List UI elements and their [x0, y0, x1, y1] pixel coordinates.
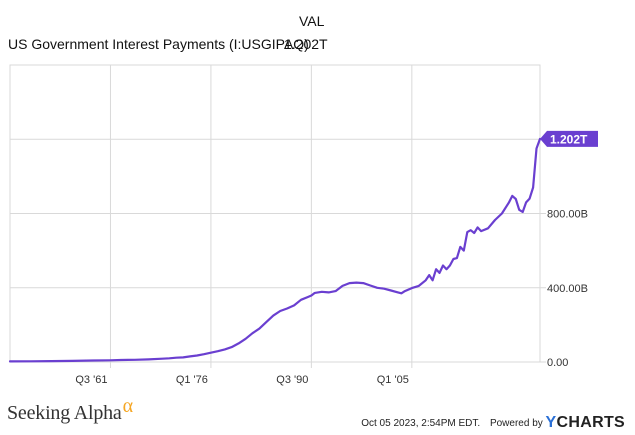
last-value-tag-text: 1.202T: [550, 132, 588, 146]
powered-by-label: Powered by: [489, 418, 543, 429]
alpha-icon: α: [122, 395, 133, 417]
chart-footer: Oct 05 2023, 2:54PM EDT. Powered by YCHA…: [361, 414, 625, 432]
x-tick-label: Q3 '61: [75, 374, 107, 386]
ycharts-y-icon: Y: [545, 414, 557, 431]
grid-layer: [9, 64, 546, 368]
seeking-alpha-wordmark: Seeking Alpha: [7, 402, 122, 424]
last-value-tag: 1.202T: [540, 130, 598, 147]
header-val-label: VAL: [299, 13, 325, 29]
series-name: US Government Interest Payments (I:USGIP…: [8, 36, 309, 52]
y-tick-label: 400.00B: [547, 283, 588, 295]
series-current-value: 1.202T: [284, 36, 328, 52]
timestamp: Oct 05 2023, 2:54PM EDT.: [361, 418, 481, 429]
ycharts-logo[interactable]: YCHARTS: [546, 414, 625, 431]
y-tick-label: 0.00: [547, 357, 568, 369]
seeking-alpha-logo[interactable]: Seeking Alphaα: [7, 395, 133, 425]
ycharts-wordmark: CHARTS: [556, 414, 625, 431]
x-tick-label: Q3 '90: [276, 374, 308, 386]
series-layer: [8, 137, 542, 363]
y-tick-label: 800.00B: [547, 209, 588, 221]
x-tick-label: Q1 '76: [176, 374, 208, 386]
x-tick-label: Q1 '05: [377, 374, 409, 386]
series-line: [8, 137, 542, 363]
last-value-tag-shape: [540, 130, 598, 147]
